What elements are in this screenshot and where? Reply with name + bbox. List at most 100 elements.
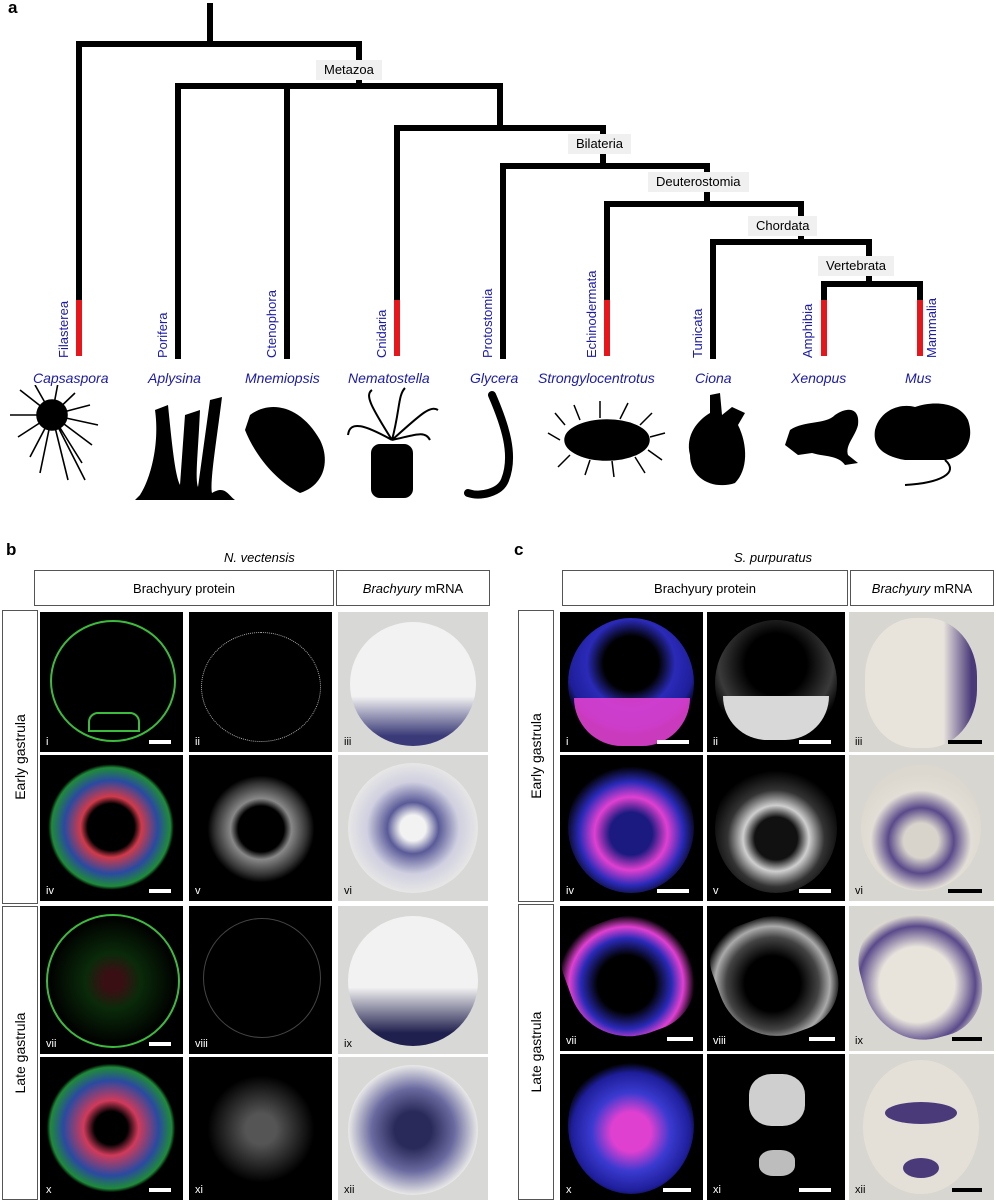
scale-bar <box>799 740 831 744</box>
genus-xenopus: Xenopus <box>791 370 847 386</box>
panel-b-label-x: x <box>46 1184 52 1196</box>
panel-c-image-i: i <box>560 612 703 752</box>
scale-bar <box>799 889 831 893</box>
group-label-echinodermata: Echinodermata <box>584 270 599 358</box>
scale-bar <box>149 889 171 893</box>
mouse-silhouette <box>874 403 971 486</box>
panel-c-label-iv: iv <box>566 885 574 897</box>
worm-silhouette <box>464 391 514 499</box>
scale-bar <box>799 1188 831 1192</box>
panel-c-label-vi: vi <box>855 885 863 897</box>
panel-b-label-xii: xii <box>344 1184 355 1196</box>
scale-bar <box>149 740 171 744</box>
group-label-filasterea: Filasterea <box>56 300 71 358</box>
panel-b-mrna-gene: Brachyury <box>362 580 422 596</box>
panel-b-protein-header: Brachyury protein <box>34 570 334 606</box>
genus-strongylocentrotus: Strongylocentrotus <box>538 370 655 386</box>
scale-bar <box>952 1188 982 1192</box>
group-label-ctenophora: Ctenophora <box>264 290 279 358</box>
sea-anemone-silhouette <box>347 387 439 498</box>
panel-c-mrna-gene: Brachyury <box>871 580 931 596</box>
panel-c-image-ix: ix <box>849 906 994 1051</box>
panel-c-image-vi: vi <box>849 755 994 901</box>
panel-c-image-iii: iii <box>849 612 994 752</box>
group-label-tunicata: Tunicata <box>690 308 705 358</box>
panel-c-image-v: v <box>707 755 845 901</box>
panel-c-species-title: S. purpuratus <box>734 550 813 565</box>
panel-c-protein-header-text: Brachyury protein <box>654 580 756 596</box>
group-label-protostomia: Protostomia <box>480 288 495 358</box>
clade-label-vertebrata: Vertebrata <box>818 256 894 276</box>
panel-b-image-vi: vi <box>338 755 488 901</box>
panel-b-image-viii: viii <box>189 906 332 1054</box>
panel-c-mrna-suffix: mRNA <box>930 580 973 596</box>
panel-c-label-v: v <box>713 885 719 897</box>
panel-c-label-viii: viii <box>713 1035 726 1047</box>
panel-c-row-early-gastrula: Early gastrula <box>518 610 554 902</box>
panel-b-mrna-header: Brachyury mRNA <box>336 570 490 606</box>
sea-squirt-silhouette <box>688 393 746 486</box>
clade-label-deuterostomia: Deuterostomia <box>648 172 749 192</box>
panel-c-image-ii: ii <box>707 612 845 752</box>
panel-b-species-title: N. vectensis <box>224 550 295 565</box>
scale-bar <box>952 1037 982 1041</box>
panel-c-label-iii: iii <box>855 736 863 748</box>
panel-b-image-vii: vii <box>40 906 183 1054</box>
panel-b-image-x: x <box>40 1057 183 1200</box>
genus-mus: Mus <box>905 370 932 386</box>
genus-nematostella: Nematostella <box>348 370 430 386</box>
comb-jelly-silhouette <box>245 407 325 493</box>
panel-b-label-xi: xi <box>195 1184 203 1196</box>
panel-c-row-late-gastrula: Late gastrula <box>518 904 554 1200</box>
panel-b-protein-header-text: Brachyury protein <box>133 580 235 596</box>
frog-silhouette <box>785 409 859 465</box>
group-label-mammalia: Mammalia <box>924 298 939 358</box>
scale-bar <box>149 1188 171 1192</box>
panel-c-label-xi: xi <box>713 1184 721 1196</box>
panel-b-image-ix: ix <box>338 906 488 1054</box>
group-label-porifera: Porifera <box>155 312 170 358</box>
panel-c-label-xii: xii <box>855 1184 866 1196</box>
panel-b-row-early-gastrula: Early gastrula <box>2 610 38 904</box>
scale-bar <box>657 740 689 744</box>
panel-b-image-ii: ii <box>189 612 332 752</box>
panel-b-mrna-suffix: mRNA <box>421 580 464 596</box>
scale-bar <box>948 889 982 893</box>
genus-mnemiopsis: Mnemiopsis <box>245 370 320 386</box>
panel-c-label-ix: ix <box>855 1035 863 1047</box>
panel-b-label-iii: iii <box>344 736 352 748</box>
panel-b-label-iv: iv <box>46 885 54 897</box>
sea-urchin-silhouette <box>547 401 666 478</box>
panel-b-label-ix: ix <box>344 1038 352 1050</box>
panel-b-image-xi: xi <box>189 1057 332 1200</box>
scale-bar <box>149 1042 171 1046</box>
scale-bar <box>948 740 982 744</box>
panel-b-label-viii: viii <box>195 1038 208 1050</box>
group-label-cnidaria: Cnidaria <box>374 309 389 358</box>
panel-b-label-vi: vi <box>344 885 352 897</box>
genus-glycera: Glycera <box>470 370 519 386</box>
clade-label-chordata: Chordata <box>748 216 818 236</box>
panel-c-label-i: i <box>566 736 569 748</box>
organism-silhouettes <box>10 385 971 500</box>
panel-b-label-i: i <box>46 736 49 748</box>
panel-c-label-x: x <box>566 1184 572 1196</box>
panel-c-label-vii: vii <box>566 1035 577 1047</box>
group-label-amphibia: Amphibia <box>800 303 815 358</box>
panel-c-image-xii: xii <box>849 1054 994 1200</box>
panel-b-label-vii: vii <box>46 1038 57 1050</box>
scale-bar <box>809 1037 835 1041</box>
genus-aplysina: Aplysina <box>148 370 201 386</box>
scale-bar <box>663 1188 691 1192</box>
panel-b-image-v: v <box>189 755 332 901</box>
capsaspora-silhouette <box>10 385 99 481</box>
panel-c-image-iv: iv <box>560 755 703 901</box>
panel-a-letter: a <box>8 0 18 17</box>
panel-b-row-late-gastrula: Late gastrula <box>2 906 38 1200</box>
panel-b-image-xii: xii <box>338 1057 488 1200</box>
panel-c-label-ii: ii <box>713 736 718 748</box>
panel-c-letter: c <box>514 540 524 559</box>
panel-b-label-v: v <box>195 885 201 897</box>
sponge-silhouette <box>135 397 235 500</box>
panel-b-letter: b <box>6 540 17 559</box>
